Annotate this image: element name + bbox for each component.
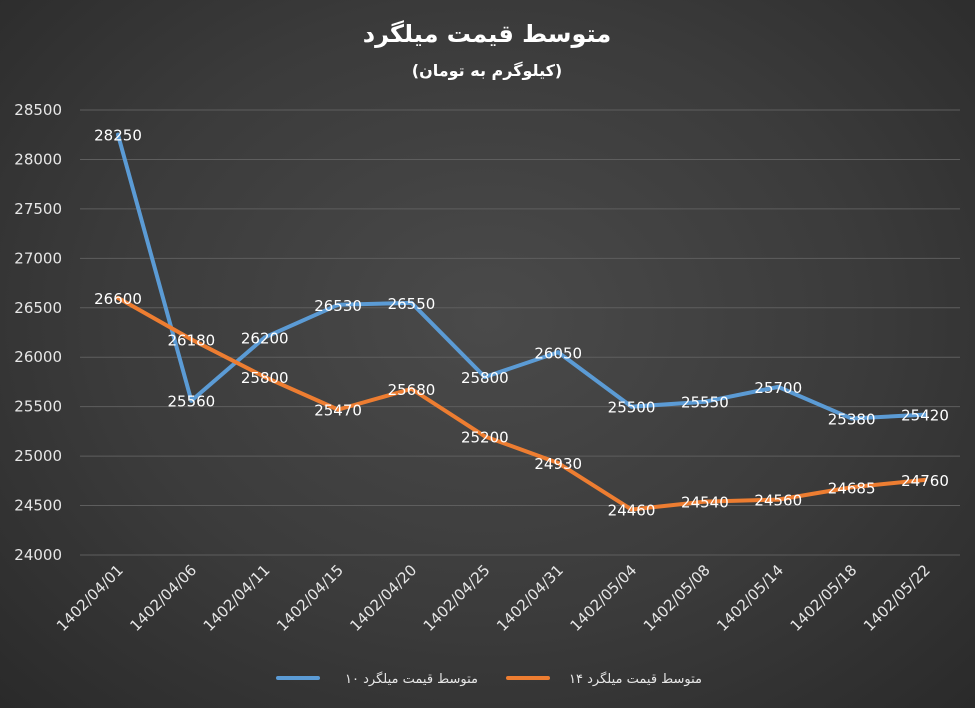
x-tick-label: 1402/05/14 [713,561,787,635]
data-label: 26200 [241,329,289,347]
data-label: 25550 [681,394,729,412]
data-point [116,132,120,137]
x-tick-label: 1402/05/04 [567,561,641,635]
x-tick-label: 1402/04/31 [493,561,567,635]
data-point [702,399,707,404]
data-point [923,477,927,482]
y-tick-label: 25500 [14,398,62,416]
y-tick-label: 27500 [14,200,62,218]
data-point [189,337,194,342]
data-label: 24685 [828,479,876,497]
series-line-2 [116,295,927,512]
data-point [189,398,194,403]
gridlines [80,109,960,556]
data-label: 25680 [388,381,436,399]
data-label: 26180 [168,331,216,349]
legend-label-2: متوسط قیمت میلگرد ۱۴ [569,671,702,687]
y-tick-label: 24000 [14,546,62,564]
data-label: 25200 [461,428,509,446]
data-label: 24760 [901,472,949,490]
data-point [116,295,120,300]
x-tick-label: 1402/04/15 [273,561,347,635]
data-point [849,416,854,421]
data-point [482,375,487,379]
data-labels: 28250 25560 26200 26530 26550 25800 26050 25500… [94,127,949,520]
data-label: 25420 [901,407,949,425]
x-tick-label: 1402/04/01 [53,561,127,635]
data-point [849,485,854,490]
data-point [336,407,341,412]
data-label: 25700 [754,379,802,397]
legend: متوسط قیمت میلگرد ۱۰ متوسط قیمت میلگرد ۱۴ [276,671,702,687]
data-label: 26050 [534,344,582,362]
chart-title: متوسط قیمت میلگرد [363,20,611,48]
data-label: 25800 [241,369,289,387]
data-point [702,499,707,504]
data-point [776,384,781,389]
x-tick-label: 1402/04/06 [126,561,200,635]
y-axis-ticks: 24000 24500 25000 25500 26000 26500 27000 27500… [14,101,62,564]
y-tick-label: 28500 [14,101,62,119]
data-point [262,375,267,379]
x-tick-label: 1402/04/20 [346,561,420,635]
x-axis-ticks: 1402/04/01 1402/04/06 1402/04/11 1402/04/15… [53,561,934,635]
data-label: 24560 [754,492,802,510]
data-label: 26550 [388,295,436,313]
data-label: 28250 [94,127,142,145]
chart-subtitle: (کیلوگرم به تومان) [412,61,562,80]
data-label: 24540 [681,494,729,512]
data-point [629,507,634,512]
x-tick-label: 1402/05/08 [640,561,714,635]
data-label: 25800 [461,369,509,387]
data-point [556,461,561,466]
y-tick-label: 25000 [14,447,62,465]
x-tick-label: 1402/04/25 [420,561,494,635]
y-tick-label: 26500 [14,299,62,317]
data-point [336,302,341,307]
data-point [262,335,267,340]
data-label: 25470 [314,402,362,420]
data-label: 26530 [314,297,362,315]
x-tick-label: 1402/05/18 [787,561,861,635]
data-label: 25380 [828,411,876,429]
data-label: 25560 [168,393,216,411]
x-tick-label: 1402/05/22 [860,561,934,635]
data-label: 24930 [534,455,582,473]
data-point [923,412,927,417]
y-tick-label: 27000 [14,249,62,267]
data-point [409,300,414,305]
x-tick-label: 1402/04/11 [200,561,274,635]
data-point [556,350,561,355]
y-tick-label: 24500 [14,497,62,515]
y-tick-label: 28000 [14,150,62,168]
data-label: 25500 [608,399,656,417]
data-point [776,497,781,502]
data-point [629,404,634,409]
legend-label-1: متوسط قیمت میلگرد ۱۰ [345,671,478,687]
data-point [409,386,414,391]
data-label: 24460 [608,502,656,520]
data-label: 26600 [94,290,142,308]
data-point [482,434,487,439]
series-line-1 [116,132,927,421]
y-tick-label: 26000 [14,348,62,366]
series-lines [116,132,927,512]
